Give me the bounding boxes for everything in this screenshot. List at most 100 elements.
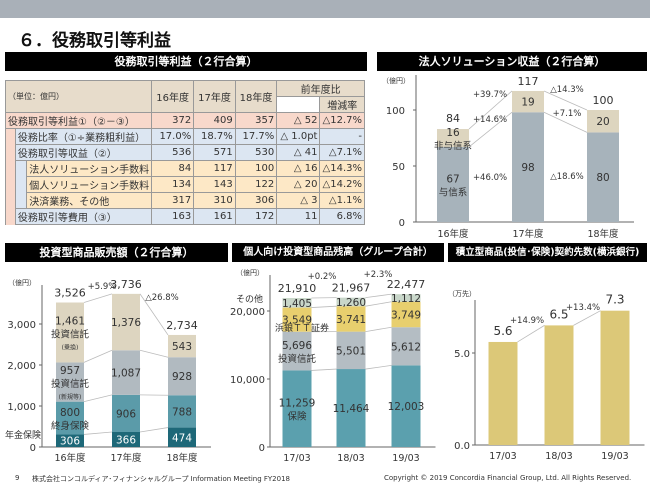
- growth-annotation: +14.9%: [510, 316, 544, 326]
- col-header: 18年度: [234, 80, 278, 113]
- bar-segment: [336, 369, 366, 447]
- cell-value: 11: [276, 208, 321, 225]
- bar-segment: [168, 357, 196, 396]
- x-tick-label: 18/03: [545, 451, 572, 462]
- bar-segment: [282, 370, 312, 447]
- connector-line: [83, 431, 113, 435]
- connector-line: [139, 349, 169, 358]
- total-label: 22,477: [387, 278, 426, 291]
- value-label: 98: [521, 162, 534, 174]
- connector-line: [543, 111, 588, 133]
- value-label: 788: [172, 406, 192, 418]
- series-label: 浜銀ＴＴ証券: [275, 322, 329, 334]
- series-label: 年金保険: [5, 429, 41, 441]
- value-label: 5,696: [282, 340, 312, 352]
- y-tick-label: 0: [30, 443, 36, 454]
- chart2-header-bar: 投資型商品販売額（２行合算）: [5, 243, 228, 262]
- footer-copyright: Copyright © 2019 Concordia Financial Gro…: [384, 474, 632, 482]
- unit-label: （単位：億円）: [4, 80, 153, 113]
- bar-segment: [587, 110, 619, 133]
- bar-segment: [112, 350, 140, 395]
- cell-value: 161: [193, 208, 236, 225]
- y-tick-label: 100: [386, 106, 405, 117]
- series-label: その他: [236, 293, 263, 305]
- value-label: 3,549: [282, 315, 312, 327]
- table-row: 法人ソリューション手数料 84 117 100 △ 16 △14.3%: [5, 160, 365, 177]
- bar-segment: [336, 297, 366, 307]
- connector-line: [139, 293, 169, 336]
- value-label: 11,464: [333, 403, 370, 415]
- bar-segment: [282, 307, 312, 332]
- growth-annotation: +5.9%: [88, 282, 117, 292]
- x-tick-label: 19/03: [392, 453, 419, 464]
- y-tick-label: 50: [392, 162, 405, 173]
- x-tick-label: 17/03: [489, 451, 516, 462]
- row-label: 役務取引等利益①（②－③）: [4, 112, 153, 129]
- value-label: 3,741: [336, 314, 366, 326]
- chart1-header-bar: 法人ソリューション収益（２行合算）: [377, 52, 647, 71]
- cell-value: △14.3%: [319, 160, 365, 177]
- growth-annotation: +39.7%: [473, 90, 507, 100]
- value-label: 3,749: [391, 309, 421, 321]
- table-row: 役務取引等利益①（②－③） 372 409 357 △ 52 △12.7%: [4, 112, 365, 129]
- col-header: 17年度: [193, 80, 236, 113]
- value-label: 366: [116, 434, 136, 446]
- growth-annotation: +14.6%: [473, 115, 507, 125]
- value-label: 20: [596, 116, 609, 128]
- x-tick-label: 17年度: [110, 452, 142, 464]
- y-tick-label: 20,000: [230, 307, 265, 318]
- cell-value: 172: [234, 208, 278, 225]
- connector-line: [365, 364, 392, 370]
- value-label: 11,259: [279, 398, 316, 410]
- series-label: 非与信系: [434, 140, 472, 152]
- row-label: 役務取引等収益（②）: [14, 144, 153, 161]
- value-label: 16: [446, 127, 460, 139]
- value-label: 1,087: [111, 368, 141, 380]
- value-label: 1,260: [336, 297, 366, 309]
- total-label: 21,967: [332, 282, 371, 295]
- cell-value: 17.7%: [234, 128, 278, 145]
- value-label: 67: [446, 173, 459, 185]
- footer-company: 株式会社コンコルディア･フィナンシャルグループ Information Meet…: [32, 475, 290, 483]
- bar-segment: [391, 301, 421, 328]
- bar-segment: [437, 129, 469, 147]
- value-label: 5,612: [391, 341, 421, 353]
- growth-annotation: △26.8%: [145, 293, 179, 303]
- bar-segment: [391, 327, 421, 366]
- bar-segment: [168, 427, 196, 447]
- cell-value: 306: [234, 192, 278, 209]
- x-tick-label: 18/03: [337, 453, 364, 464]
- bar-segment: [512, 90, 544, 113]
- row-label: 役務取引等費用（③）: [14, 208, 153, 225]
- cell-value: △ 16: [276, 160, 321, 177]
- cell-value: 143: [193, 176, 236, 193]
- value-label: 1,405: [282, 298, 312, 310]
- cell-value: △ 52: [276, 112, 321, 129]
- table-row: 決済業務、その他 317 310 306 △ 3 △1.1%: [5, 192, 365, 209]
- value-label: 80: [596, 172, 609, 184]
- page-title: ６．役務取引等利益: [18, 31, 171, 51]
- y-tick-label: 5.0: [454, 349, 470, 360]
- bar-segment: [112, 394, 140, 432]
- x-tick-label: 18年度: [587, 228, 619, 240]
- bar-segment: [282, 331, 312, 371]
- cell-value: △12.7%: [319, 112, 365, 129]
- cell-value: 409: [193, 112, 236, 129]
- total-label: 3,526: [54, 286, 86, 299]
- growth-annotation: +46.0%: [473, 173, 507, 183]
- cell-value: 163: [151, 208, 195, 225]
- page-number: 9: [15, 474, 20, 482]
- table-row: 役務比率（①÷業務粗利益） 17.0% 18.7% 17.7% △ 1.0pt -: [5, 128, 365, 145]
- bar-segment: [336, 306, 366, 332]
- connector-line: [139, 427, 169, 433]
- unit-label: （億円）: [8, 278, 36, 287]
- growth-annotation: +7.1%: [553, 109, 582, 119]
- unit-label: （億円）: [236, 268, 264, 277]
- series-sublabel: (新規等): [59, 393, 82, 401]
- top-band: [0, 0, 650, 18]
- growth-annotation: +0.2%: [308, 272, 337, 282]
- bar-segment: [112, 431, 140, 447]
- bar-segment: [512, 112, 544, 222]
- bar-segment: [437, 146, 469, 222]
